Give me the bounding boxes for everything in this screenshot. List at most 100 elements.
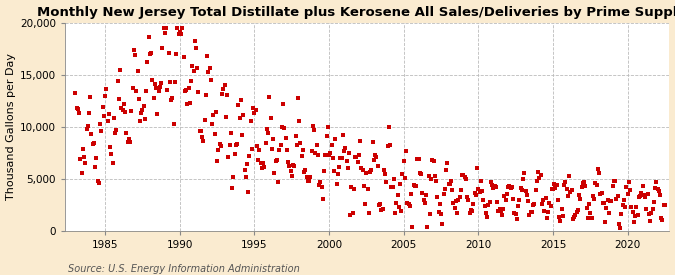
Point [519, 171, 530, 175]
Point [547, 186, 558, 191]
Point [475, 190, 485, 195]
Point [340, 146, 351, 150]
Point [495, 209, 506, 214]
Point [593, 167, 603, 171]
Point [642, 192, 653, 196]
Point [595, 191, 605, 196]
Point [483, 202, 493, 207]
Point [314, 183, 325, 187]
Point [161, 26, 171, 30]
Point [556, 207, 567, 211]
Point [302, 179, 313, 183]
Point [146, 51, 157, 55]
Point [116, 106, 127, 110]
Point [275, 142, 286, 147]
Point [610, 179, 620, 183]
Point [289, 164, 300, 169]
Point [586, 216, 597, 221]
Point [392, 193, 403, 197]
Point [207, 122, 217, 127]
Point [270, 159, 281, 163]
Point [435, 202, 446, 206]
Point [110, 131, 121, 135]
Point [255, 161, 266, 165]
Point [321, 134, 332, 138]
Point [503, 185, 514, 189]
Point [600, 220, 611, 225]
Point [516, 188, 527, 193]
Point [237, 133, 248, 137]
Point [472, 166, 483, 170]
Point [617, 203, 628, 207]
Point [509, 210, 520, 215]
Point [324, 152, 335, 157]
Point [105, 145, 115, 149]
Point [633, 194, 644, 199]
Point [605, 199, 616, 203]
Point [148, 96, 159, 101]
Point [383, 125, 394, 130]
Point [333, 165, 344, 169]
Point [528, 203, 539, 208]
Point [515, 186, 526, 190]
Point [494, 207, 505, 211]
Point [152, 112, 163, 116]
Point [112, 79, 123, 84]
Point [574, 192, 585, 197]
Point [94, 181, 105, 185]
Point [101, 87, 112, 91]
Point [344, 151, 354, 155]
Point [639, 192, 649, 197]
Point [95, 121, 105, 126]
Point [300, 168, 311, 173]
Point [524, 212, 535, 217]
Point [310, 150, 321, 155]
Point [621, 185, 632, 189]
Point [546, 187, 557, 191]
Point [163, 51, 174, 55]
Point [626, 205, 637, 209]
Point [155, 84, 165, 89]
Point [578, 180, 589, 184]
Point [203, 69, 214, 74]
Point [113, 97, 124, 101]
Point [320, 153, 331, 158]
Point [144, 52, 155, 56]
Point [522, 193, 533, 197]
Point [544, 201, 555, 205]
Point [288, 163, 298, 168]
Point [370, 153, 381, 157]
Point [137, 108, 148, 112]
Point [375, 202, 385, 207]
Point [463, 197, 474, 202]
Point [172, 26, 183, 30]
Point [593, 171, 604, 175]
Point [355, 139, 366, 143]
Point [327, 156, 338, 160]
Point [221, 115, 232, 119]
Point [429, 174, 440, 178]
Point [103, 119, 113, 123]
Point [498, 207, 509, 211]
Point [555, 219, 566, 223]
Point [428, 159, 439, 163]
Point [243, 189, 254, 194]
Point [427, 158, 438, 163]
Point [165, 98, 176, 102]
Point [277, 102, 288, 106]
Point [597, 200, 608, 205]
Point [234, 116, 245, 121]
Point [551, 183, 562, 187]
Point [417, 191, 428, 195]
Point [608, 184, 618, 188]
Point [422, 225, 433, 229]
Point [398, 159, 409, 164]
Point [335, 156, 346, 161]
Point [106, 152, 117, 156]
Point [118, 101, 129, 106]
Point [656, 216, 667, 220]
Point [150, 82, 161, 86]
Point [190, 39, 200, 43]
Point [508, 197, 518, 202]
Point [379, 167, 389, 172]
